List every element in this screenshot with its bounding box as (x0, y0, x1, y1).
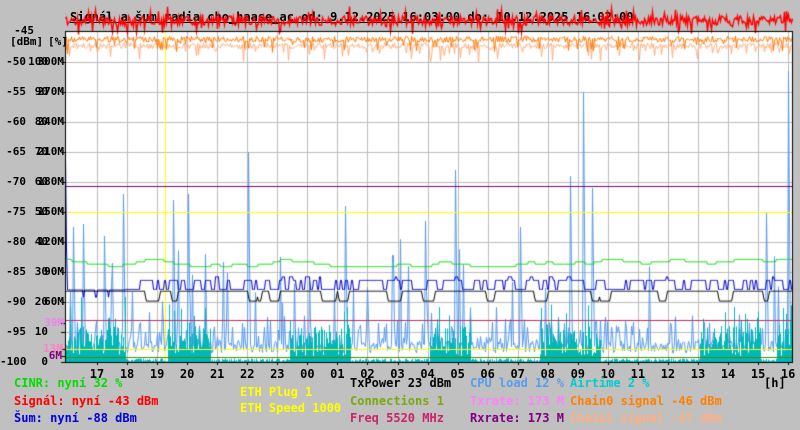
y-tick-label: 60M (44, 295, 64, 308)
x-axis-hour-label: 12 (660, 367, 676, 381)
x-axis-unit-label: [h] (764, 376, 786, 390)
y-tick-label: 180M (37, 175, 65, 188)
y-tick-label: -65 (6, 145, 26, 158)
y-tick-label: -80 (6, 235, 26, 248)
x-axis-hour-label: 21 (209, 367, 225, 381)
y-tick-label: -50 (6, 55, 26, 68)
legend-item-freq: Freq 5520 MHz (350, 411, 444, 425)
x-axis-hour-label: 22 (240, 367, 255, 381)
legend-item-eth-plug: ETH Plug 1 (240, 385, 313, 399)
legend-item-signal: Signál: nyní -43 dBm (14, 394, 159, 408)
y-tick-label-special: 6M (48, 349, 62, 362)
legend-item-txpower: TxPower 23 dBm (350, 376, 452, 390)
x-axis-hour-label: 20 (179, 367, 195, 381)
legend-item-cinr: CINR: nyní 32 % (14, 376, 123, 390)
x-axis-hour-label: 00 (300, 367, 315, 381)
legend-item-cpu: CPU load 12 % (470, 376, 564, 390)
y-axis-dbm-unit: [dBm] (10, 35, 44, 48)
y-tick-label: -90 (6, 295, 26, 308)
x-axis-hour-label: 01 (330, 367, 345, 381)
legend-item-rxrate: Rxrate: 173 M (470, 411, 564, 425)
x-axis-hour-label: 19 (149, 367, 165, 381)
legend-item-eth-speed: ETH Speed 1000 (240, 401, 342, 415)
y-tick-label: -100 (0, 355, 27, 368)
y-tick-label: 300M (37, 55, 65, 68)
legend-item-airtime: Airtime 2 % (570, 376, 650, 390)
y-tick-label: -70 (6, 175, 26, 188)
y-tick-label: -75 (6, 205, 26, 218)
graph-title: Signál a šum radia cho_haase_ac od: 9.12… (70, 10, 634, 24)
legend-item-chain0: Chain0 signal -46 dBm (570, 394, 722, 408)
y-tick-label: 240M (37, 115, 65, 128)
y-tick-label: -60 (6, 115, 26, 128)
legend-item-connections: Connections 1 (350, 394, 444, 408)
y-axis-pct-unit: [%] (48, 35, 68, 48)
y-tick-label: -85 (6, 265, 26, 278)
y-tick-label: -95 (6, 325, 26, 338)
y-tick-label: 270M (37, 85, 65, 98)
y-tick-label: 90M (44, 265, 64, 278)
y-tick-label: 150M (37, 205, 65, 218)
x-axis-hour-label: 13 (690, 367, 706, 381)
y-tick-label: 120M (37, 235, 65, 248)
y-tick-label: 210M (37, 145, 65, 158)
y-tick-label-special: 39M (44, 316, 64, 329)
x-axis-hour-label: 14 (720, 367, 736, 381)
legend-item-txrate: Txrate: 173 M (470, 394, 564, 408)
y-tick-label: -55 (6, 85, 26, 98)
x-axis-hour-label: 23 (270, 367, 285, 381)
legend-item-noise: Šum: nyní -88 dBm (14, 411, 137, 425)
legend-item-chain1: Chain1 signal -47 dBm (570, 411, 722, 425)
